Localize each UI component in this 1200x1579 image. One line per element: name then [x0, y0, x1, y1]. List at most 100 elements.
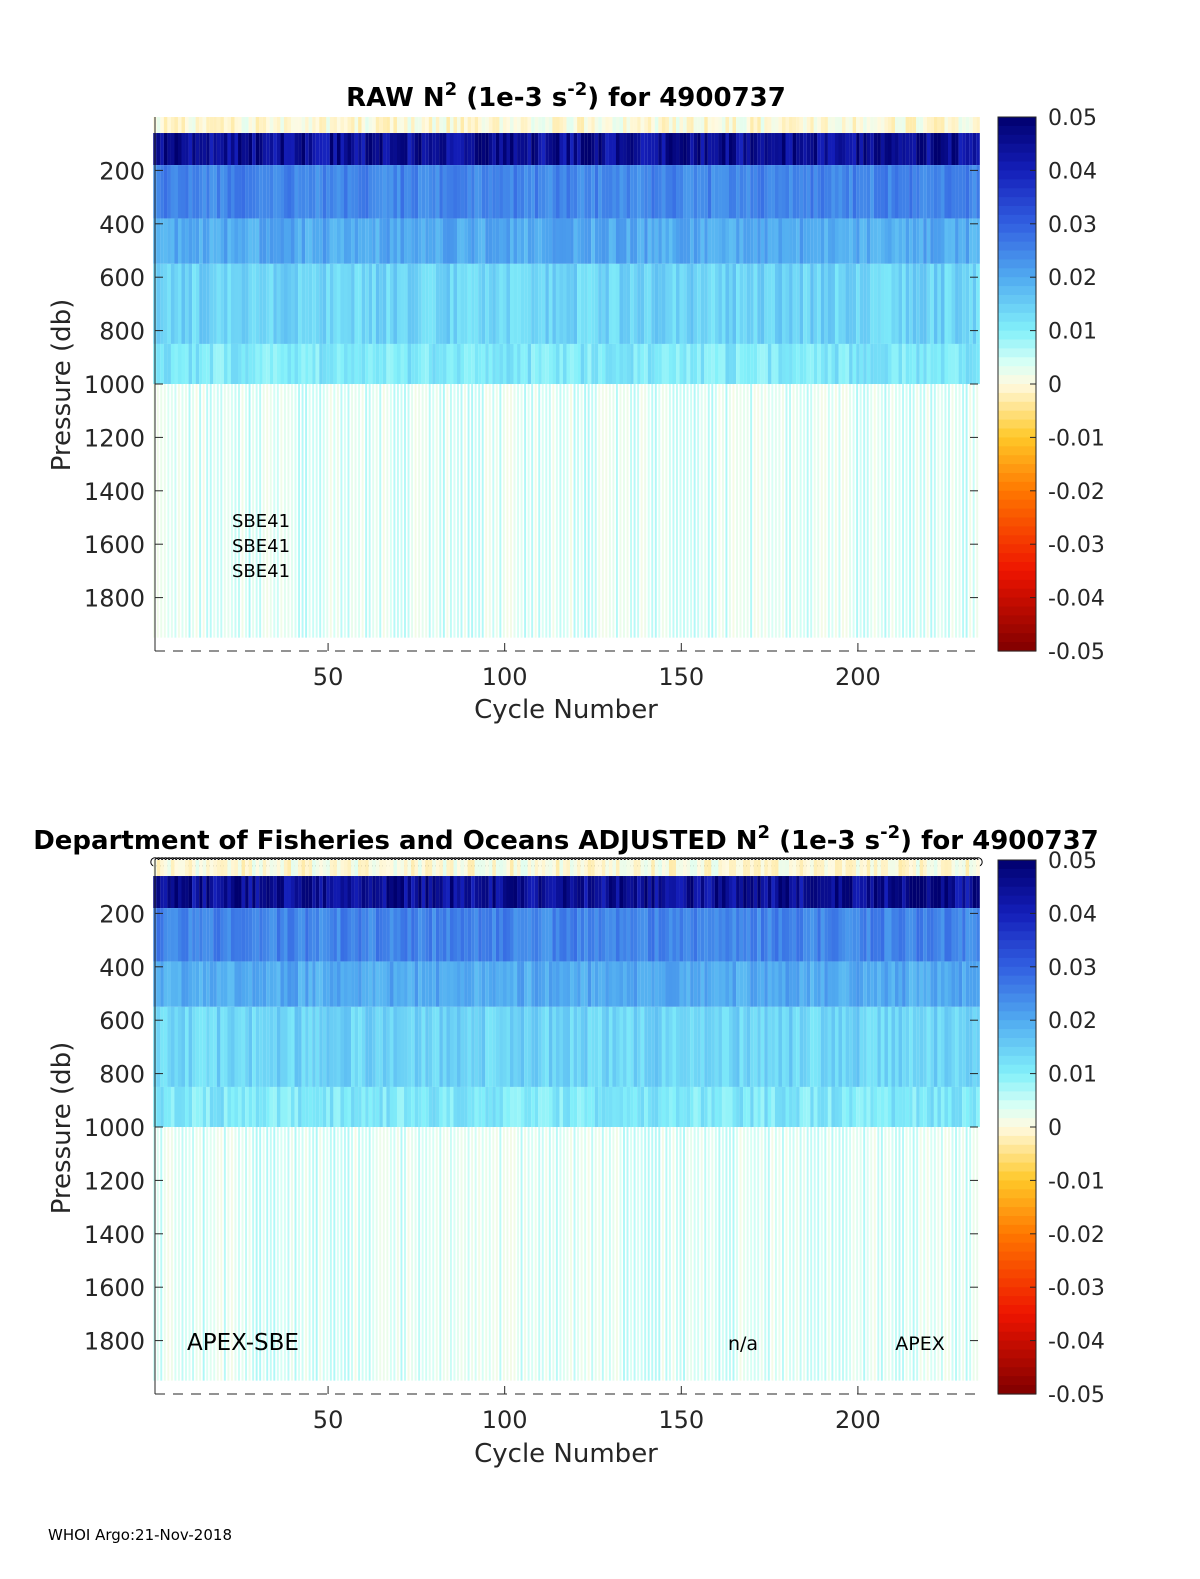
- data-cell: [728, 117, 733, 134]
- colorbar-swatch: [998, 904, 1036, 914]
- data-cell: [651, 961, 655, 1007]
- colorbar-swatch: [998, 170, 1036, 180]
- data-cell: [587, 133, 592, 166]
- data-cell: [630, 263, 634, 344]
- data-cell: [347, 133, 352, 166]
- data-cell: [891, 165, 896, 219]
- data-cell: [185, 117, 189, 134]
- data-cell: [630, 876, 634, 909]
- data-cell: [517, 218, 521, 264]
- data-cell: [721, 263, 726, 344]
- data-cell: [916, 860, 920, 877]
- data-cell: [661, 908, 666, 962]
- data-cell: [361, 343, 366, 384]
- data-cell: [213, 1006, 217, 1087]
- data-cell: [859, 1127, 862, 1381]
- data-cell: [940, 384, 943, 638]
- data-cell: [174, 961, 179, 1007]
- data-cell: [435, 876, 440, 909]
- data-cell: [534, 218, 539, 264]
- data-cell: [389, 117, 394, 134]
- data-cell: [955, 876, 959, 909]
- data-cell: [347, 117, 352, 134]
- data-cell: [421, 961, 426, 1007]
- data-cell: [838, 218, 843, 264]
- data-cell: [280, 384, 283, 638]
- data-cell: [637, 1127, 640, 1381]
- data-cell: [912, 343, 917, 384]
- data-cell: [644, 860, 648, 877]
- data-cell: [255, 1086, 260, 1127]
- data-cell: [637, 1006, 641, 1087]
- data-cell: [457, 876, 461, 909]
- data-cell: [577, 1006, 581, 1087]
- data-cell: [488, 876, 493, 909]
- data-cell: [714, 1086, 719, 1127]
- data-cell: [552, 961, 556, 1007]
- data-cell: [375, 1006, 380, 1087]
- data-cell: [400, 165, 405, 219]
- data-cell: [343, 876, 348, 909]
- data-cell: [283, 384, 286, 638]
- data-cell: [743, 1127, 746, 1381]
- data-cell: [877, 961, 881, 1007]
- data-cell: [245, 1086, 249, 1127]
- colorbar-swatch: [998, 1224, 1036, 1235]
- data-cell: [499, 1086, 503, 1127]
- data-cell: [736, 117, 740, 134]
- data-cell: [365, 117, 369, 134]
- data-cell: [315, 860, 320, 877]
- data-cell: [743, 1086, 747, 1127]
- data-cell: [947, 384, 950, 638]
- data-cell: [580, 117, 585, 134]
- data-cell: [534, 1006, 539, 1087]
- data-cell: [199, 876, 203, 909]
- data-cell: [842, 165, 846, 219]
- data-cell: [478, 218, 482, 264]
- data-cell: [704, 908, 708, 962]
- data-cell: [827, 961, 832, 1007]
- data-cell: [633, 218, 638, 264]
- data-cell: [683, 961, 687, 1007]
- data-cell: [877, 908, 881, 962]
- data-cell: [259, 1006, 263, 1087]
- data-cell: [227, 343, 232, 384]
- data-cell: [209, 384, 212, 638]
- data-cell: [513, 165, 518, 219]
- data-cell: [396, 218, 401, 264]
- data-cell: [637, 860, 641, 877]
- data-cell: [895, 263, 899, 344]
- data-cell: [615, 1086, 620, 1127]
- data-cell: [185, 343, 189, 384]
- data-cell: [736, 263, 740, 344]
- data-cell: [658, 1127, 661, 1381]
- data-cell: [386, 908, 390, 962]
- data-cell: [919, 1127, 922, 1381]
- data-cell: [361, 860, 366, 877]
- data-cell: [492, 961, 496, 1007]
- data-cell: [439, 263, 443, 344]
- data-cell: [386, 876, 390, 909]
- data-cell: [513, 218, 518, 264]
- data-cell: [464, 133, 468, 166]
- data-cell: [439, 1086, 443, 1127]
- data-cell: [810, 908, 814, 962]
- data-cell: [820, 860, 825, 877]
- data-cell: [760, 343, 765, 384]
- data-cell: [658, 165, 662, 219]
- data-cell: [654, 961, 659, 1007]
- data-cell: [612, 343, 617, 384]
- data-cell: [411, 133, 415, 166]
- data-cell: [513, 1127, 516, 1381]
- data-cell: [898, 218, 903, 264]
- data-cell: [820, 343, 825, 384]
- data-cell: [902, 343, 906, 384]
- data-cell: [460, 165, 465, 219]
- data-cell: [923, 218, 927, 264]
- colorbar-tick-label: -0.02: [1048, 1223, 1105, 1248]
- data-cell: [633, 876, 638, 909]
- data-cell: [421, 384, 424, 638]
- data-cell: [877, 263, 881, 344]
- data-cell: [955, 133, 959, 166]
- data-cell: [509, 860, 514, 877]
